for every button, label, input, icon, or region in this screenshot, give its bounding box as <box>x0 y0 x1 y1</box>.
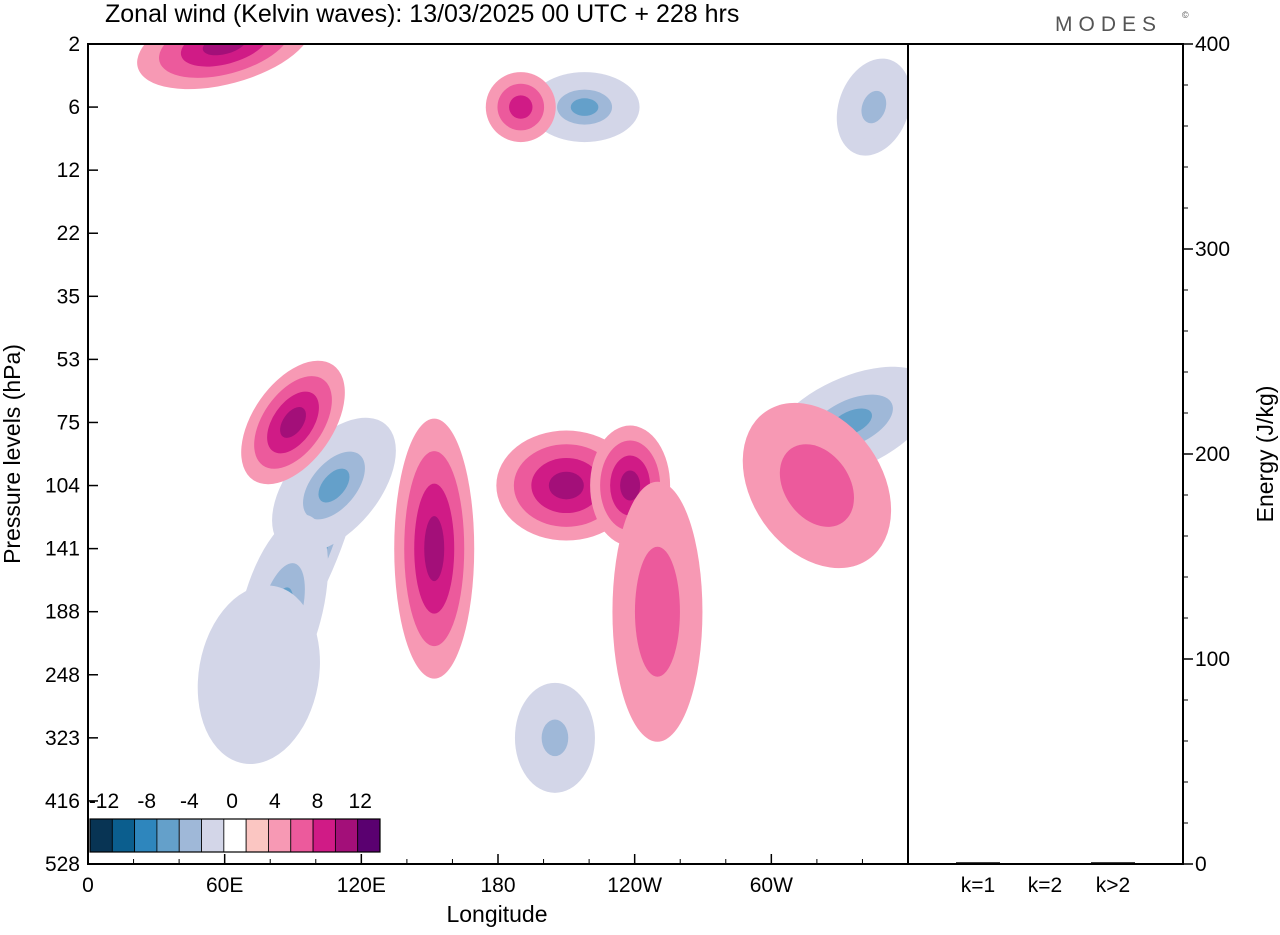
colorbar-frame <box>89 818 381 853</box>
y-tick-label: 35 <box>57 285 80 308</box>
x-axis: 0 60E 120E 180 120W 60W <box>82 854 863 897</box>
energy-tick-label: 0 <box>1195 853 1207 876</box>
x-tick-label: 0 <box>82 874 94 897</box>
colorbar-swatch <box>134 818 158 853</box>
energy-category-label: k=2 <box>1028 874 1062 897</box>
contour-region <box>318 468 350 503</box>
y-tick-label: 188 <box>45 601 80 624</box>
energy-tick-label: 100 <box>1195 648 1230 671</box>
colorbar-swatch <box>268 818 292 853</box>
colorbar-tick-label: 0 <box>226 790 238 813</box>
x-tick-label: 120W <box>607 874 662 897</box>
x-tick-label: 120E <box>337 874 386 897</box>
y-tick-label: 22 <box>57 222 80 245</box>
energy-axis-label: Energy (J/kg) <box>1252 386 1278 523</box>
colorbar-tick-label: 4 <box>269 790 281 813</box>
colorbar-tick-label: -12 <box>89 790 119 813</box>
colorbar-swatch <box>357 818 381 853</box>
y-tick-label: 528 <box>45 853 80 876</box>
contour-region <box>424 516 445 582</box>
contour-region <box>620 470 641 501</box>
colorbar-swatch <box>312 818 336 853</box>
energy-category-label: k>2 <box>1096 874 1130 897</box>
x-tick-label: 180 <box>480 874 515 897</box>
x-axis-label: Longitude <box>446 901 547 927</box>
brand-logo-text: MODES <box>1055 13 1162 36</box>
energy-tick-label: 300 <box>1195 238 1230 261</box>
y-tick-label: 323 <box>45 727 80 750</box>
contour-region <box>779 444 854 527</box>
contour-region <box>509 95 533 119</box>
y-tick-label: 6 <box>68 96 80 119</box>
colorbar-swatch <box>245 818 269 853</box>
contour-region <box>634 546 680 677</box>
y-tick-label: 75 <box>57 411 80 434</box>
colorbar-swatch <box>178 818 202 853</box>
energy-axis: 0 100 200 300 400 <box>1183 33 1230 876</box>
contour-region <box>280 407 306 438</box>
y-tick-label: 53 <box>57 348 80 371</box>
colorbar-tick-label: -4 <box>180 790 199 813</box>
y-tick-label: 248 <box>45 664 80 687</box>
y-tick-label: 104 <box>45 475 80 498</box>
contour-region <box>228 630 290 720</box>
colorbar-tick-label: 12 <box>349 790 372 813</box>
chart-title: Zonal wind (Kelvin waves): 13/03/2025 00… <box>105 0 739 28</box>
contour-region <box>541 719 569 757</box>
x-tick-label: 60E <box>206 874 243 897</box>
colorbar-swatch <box>290 818 314 853</box>
y-tick-label: 12 <box>57 159 80 182</box>
y-tick-label: 141 <box>45 538 80 561</box>
colorbar-tick-label: -8 <box>137 790 156 813</box>
colorbar-swatch <box>156 818 180 853</box>
colorbar-tick-label: 8 <box>312 790 324 813</box>
energy-tick-label: 400 <box>1195 33 1230 56</box>
contour-region <box>570 98 599 116</box>
x-tick-label: 60W <box>750 874 793 897</box>
colorbar-swatch <box>223 818 247 853</box>
colorbar-swatch <box>89 818 113 853</box>
colorbar-swatch <box>111 818 136 853</box>
colorbar: -12 -8 -4 0 4 8 12 <box>89 790 381 853</box>
energy-plot-frame <box>907 43 1184 865</box>
brand-copyright-mark: © <box>1182 10 1189 20</box>
y-tick-label: 2 <box>68 33 80 56</box>
energy-category-label: k=1 <box>961 874 995 897</box>
y-axis-label: Pressure levels (hPa) <box>0 344 25 564</box>
energy-bars: k=1 k=2 k>2 <box>956 862 1135 897</box>
y-tick-label: 416 <box>45 790 80 813</box>
contour-region <box>861 90 887 124</box>
colorbar-swatch <box>201 818 225 853</box>
contour-region <box>548 471 584 500</box>
contour-field <box>137 44 908 793</box>
colorbar-swatch <box>334 818 359 853</box>
y-axis: 2 6 12 22 35 53 75 104 141 188 248 323 416 528 <box>45 33 98 876</box>
energy-tick-label: 200 <box>1195 443 1230 466</box>
